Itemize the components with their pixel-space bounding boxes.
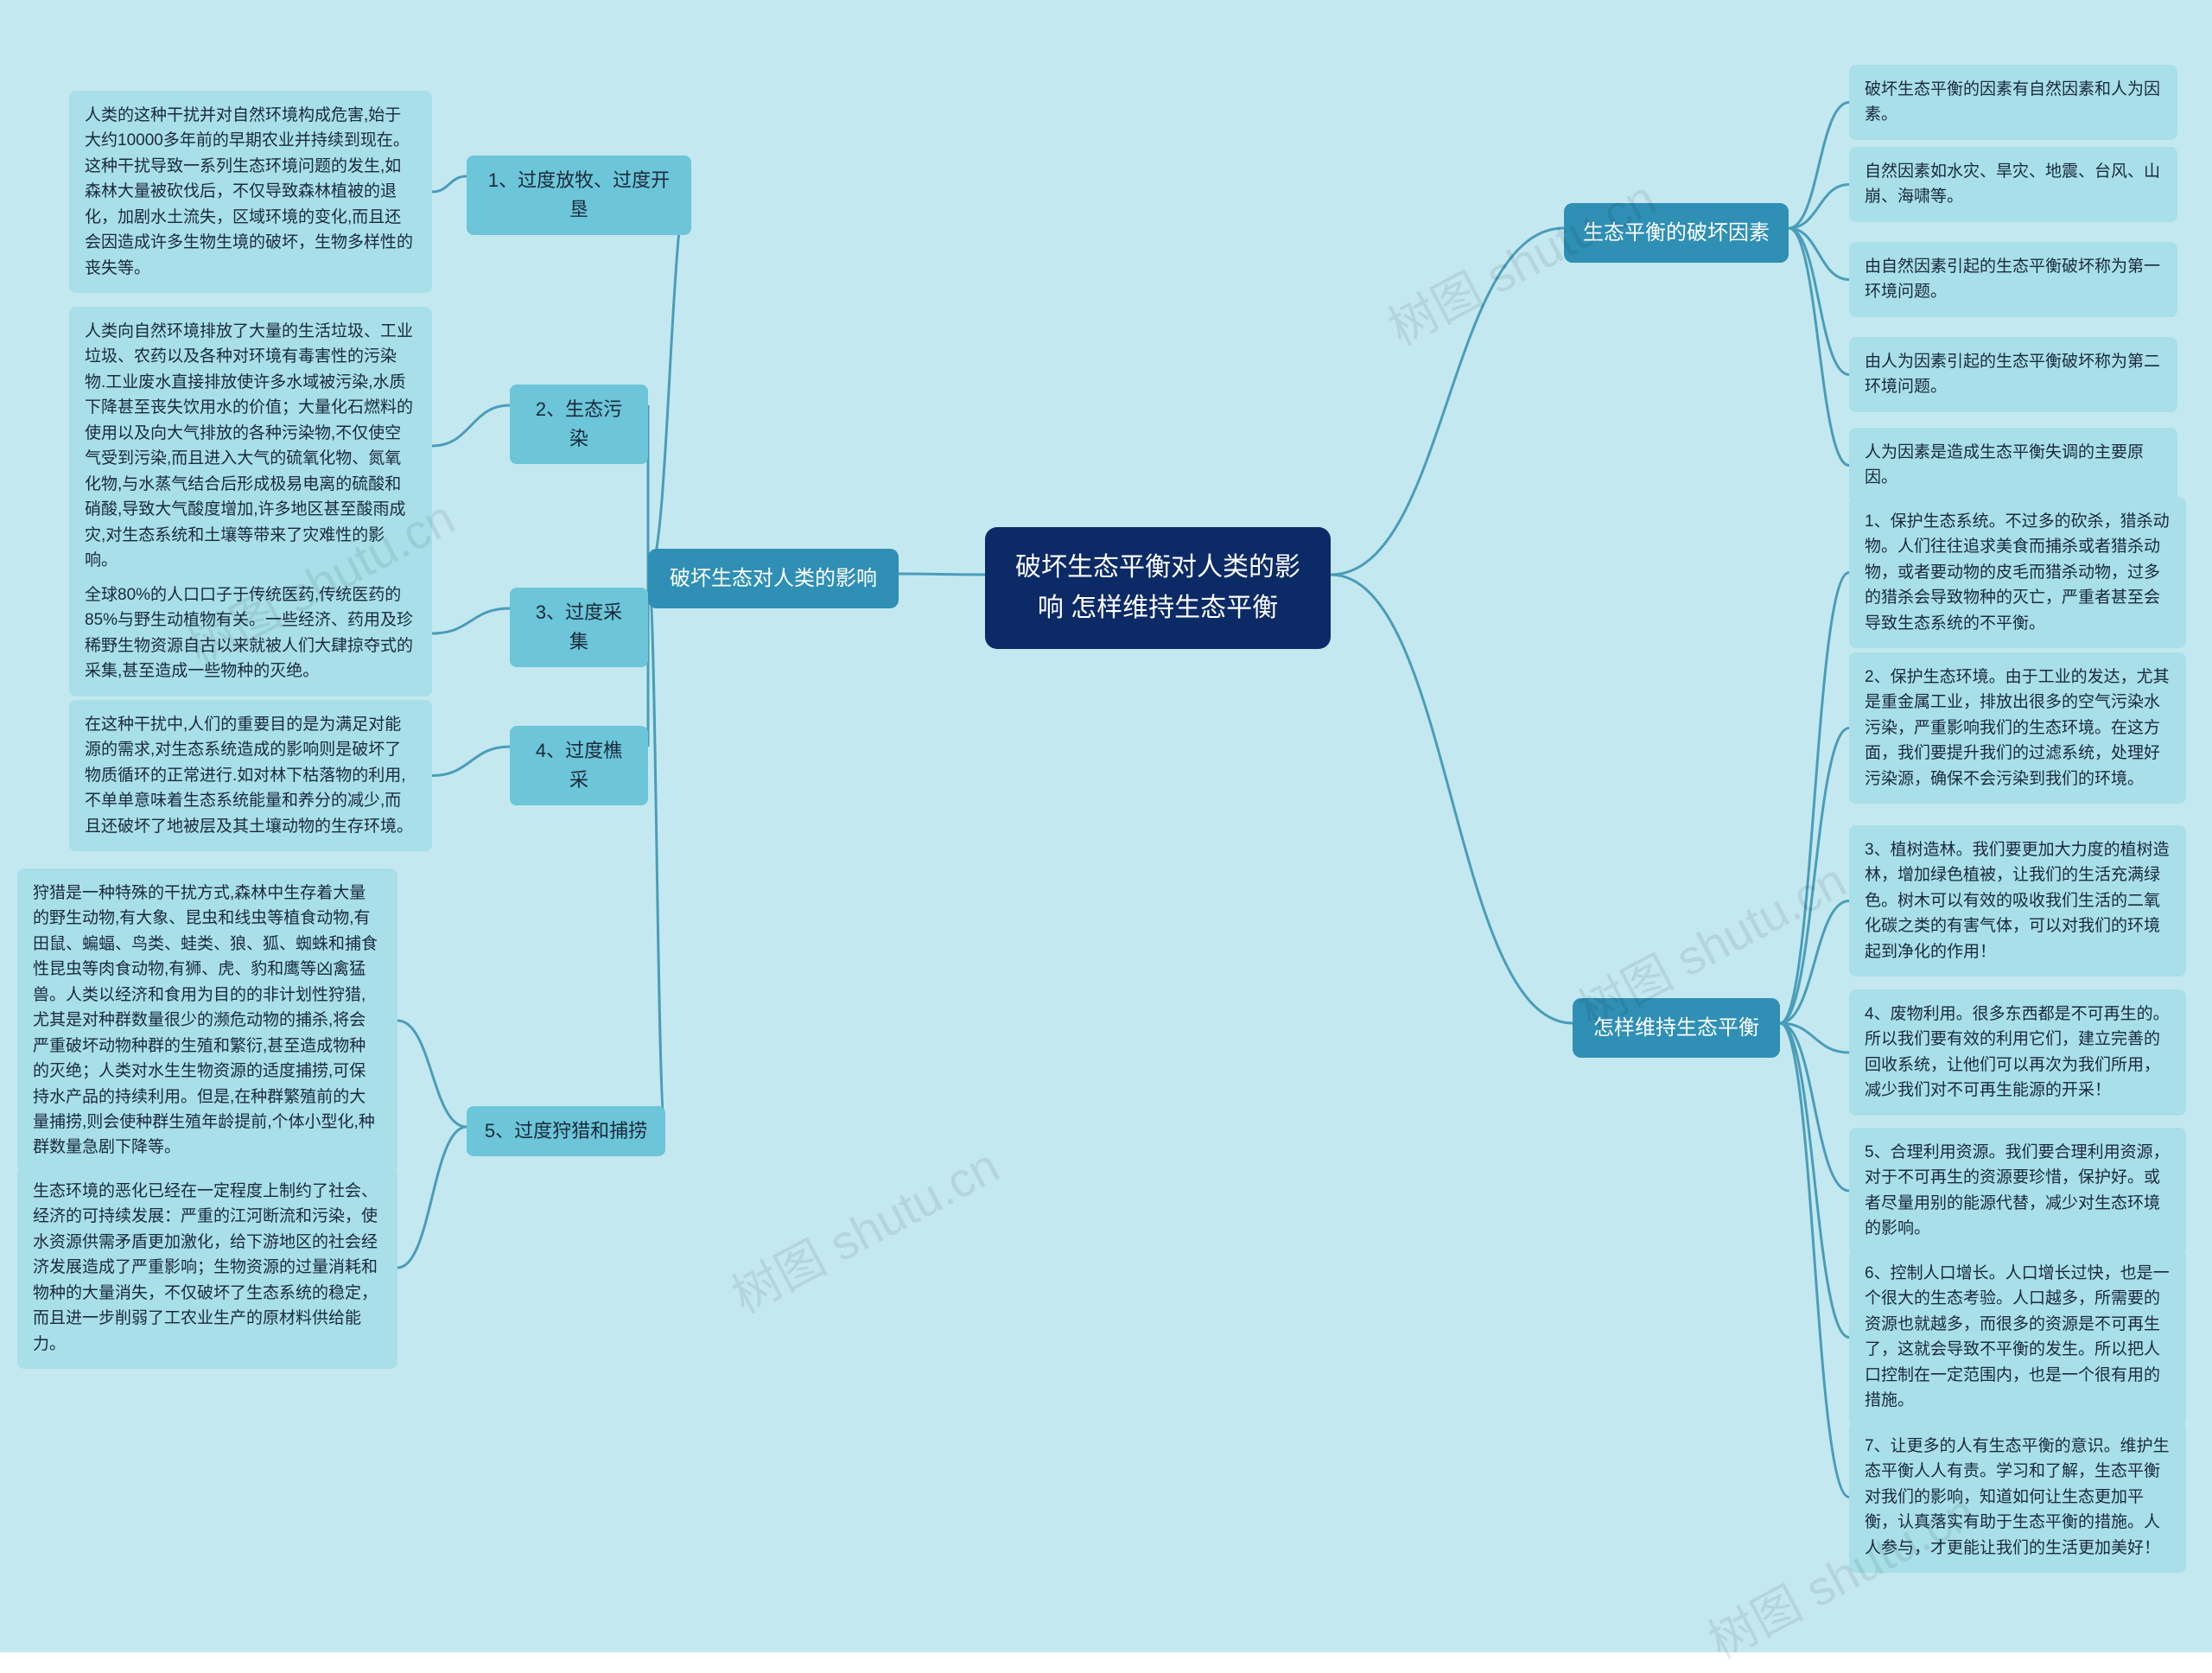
s2[interactable]: 2、生态污染 bbox=[510, 385, 648, 464]
s4l[interactable]: 在这种干扰中,人们的重要目的是为满足对能源的需求,对生态系统造成的影响则是破坏了… bbox=[69, 700, 432, 851]
m3[interactable]: 3、植树造林。我们要更加大力度的植树造林，增加绿色植被，让我们的生活充满绿色。树… bbox=[1849, 825, 2186, 976]
f4[interactable]: 由人为因素引起的生态平衡破坏称为第二环境问题。 bbox=[1849, 337, 2177, 412]
m1[interactable]: 1、保护生态系统。不过多的砍杀，猎杀动物。人们往往追求美食而捕杀或者猎杀动物，或… bbox=[1849, 497, 2186, 648]
f1[interactable]: 破坏生态平衡的因素有自然因素和人为因素。 bbox=[1849, 65, 2177, 140]
b-impact[interactable]: 破坏生态对人类的影响 bbox=[648, 549, 899, 608]
f2[interactable]: 自然因素如水灾、旱灾、地震、台风、山崩、海啸等。 bbox=[1849, 147, 2177, 222]
m6[interactable]: 6、控制人口增长。人口增长过快，也是一个很大的生态考验。人口越多，所需要的资源也… bbox=[1849, 1249, 2186, 1426]
s5b[interactable]: 生态环境的恶化已经在一定程度上制约了社会、经济的可持续发展：严重的江河断流和污染… bbox=[17, 1167, 397, 1369]
s5[interactable]: 5、过度狩猎和捕捞 bbox=[467, 1106, 665, 1156]
m4[interactable]: 4、废物利用。很多东西都是不可再生的。所以我们要有效的利用它们，建立完善的回收系… bbox=[1849, 989, 2186, 1116]
s1[interactable]: 1、过度放牧、过度开垦 bbox=[467, 156, 691, 235]
b-factors[interactable]: 生态平衡的破坏因素 bbox=[1564, 203, 1789, 263]
s3[interactable]: 3、过度采集 bbox=[510, 588, 648, 667]
root[interactable]: 破坏生态平衡对人类的影 响 怎样维持生态平衡 bbox=[985, 527, 1331, 649]
s4[interactable]: 4、过度樵采 bbox=[510, 726, 648, 805]
s2l[interactable]: 人类向自然环境排放了大量的生活垃圾、工业垃圾、农药以及各种对环境有毒害性的污染物… bbox=[69, 307, 432, 585]
watermark: 树图 shutu.cn bbox=[718, 1128, 1010, 1327]
s3l[interactable]: 全球80%的人口口子于传统医药,传统医药的85%与野生动植物有关。一些经济、药用… bbox=[69, 570, 432, 697]
m2[interactable]: 2、保护生态环境。由于工业的发达，尤其是重金属工业，排放出很多的空气污染水污染，… bbox=[1849, 652, 2186, 804]
f5[interactable]: 人为因素是造成生态平衡失调的主要原因。 bbox=[1849, 428, 2177, 503]
s5a[interactable]: 狩猎是一种特殊的干扰方式,森林中生存着大量的野生动物,有大象、昆虫和线虫等植食动… bbox=[17, 868, 397, 1173]
b-maintain[interactable]: 怎样维持生态平衡 bbox=[1573, 998, 1780, 1058]
m7[interactable]: 7、让更多的人有生态平衡的意识。维护生态平衡人人有责。学习和了解，生态平衡对我们… bbox=[1849, 1422, 2186, 1573]
f3[interactable]: 由自然因素引起的生态平衡破坏称为第一环境问题。 bbox=[1849, 242, 2177, 317]
m5[interactable]: 5、合理利用资源。我们要合理利用资源，对于不可再生的资源要珍惜，保护好。或者尽量… bbox=[1849, 1128, 2186, 1254]
mindmap-canvas: 破坏生态平衡对人类的影 响 怎样维持生态平衡 生态平衡的破坏因素 破坏生态平衡的因素… bbox=[0, 0, 2212, 1652]
s1l[interactable]: 人类的这种干扰并对自然环境构成危害,始于大约10000多年前的早期农业并持续到现… bbox=[69, 91, 432, 293]
